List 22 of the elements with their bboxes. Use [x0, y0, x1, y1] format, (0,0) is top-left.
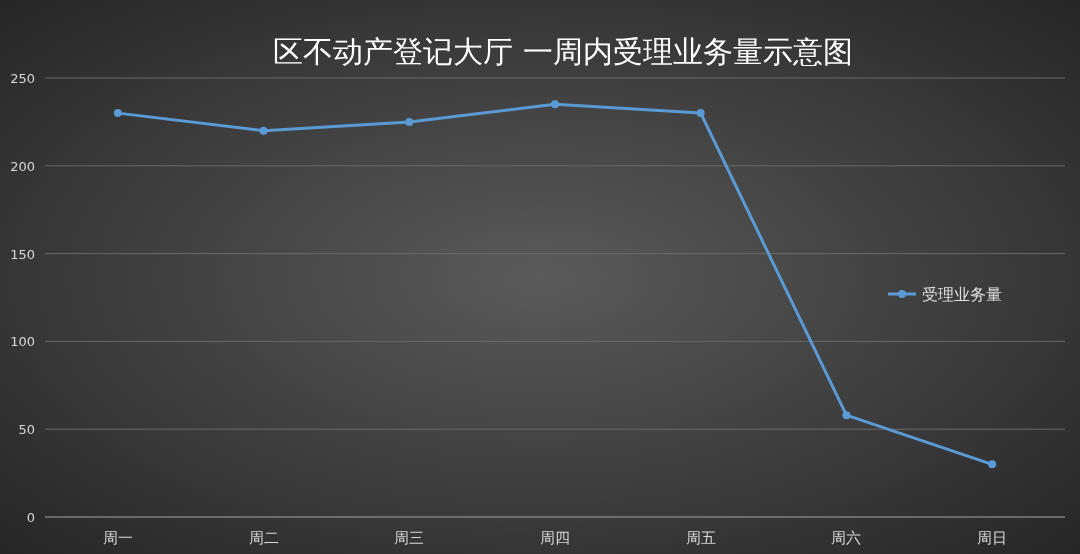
x-tick-label: 周三 [394, 529, 425, 547]
y-tick-label: 0 [26, 510, 35, 525]
legend-label: 受理业务量 [922, 285, 1002, 304]
y-tick-label: 250 [10, 71, 35, 86]
point [259, 126, 268, 135]
x-tick-label: 周六 [831, 529, 862, 547]
point [842, 411, 851, 420]
x-tick-label: 周五 [685, 529, 716, 547]
chart-title: 区不动产登记大厅 一周内受理业务量示意图 [273, 34, 853, 69]
y-tick-label: 200 [10, 158, 35, 174]
y-tick-label: 100 [10, 334, 35, 350]
x-tick-label: 周二 [248, 529, 279, 547]
point [551, 100, 559, 109]
point [696, 109, 705, 118]
y-tick-label: 50 [18, 422, 35, 438]
point [405, 117, 414, 126]
x-tick-label: 周一 [102, 529, 133, 547]
point [988, 460, 997, 469]
y-tick-label: 150 [10, 246, 35, 262]
x-tick-label: 周四 [540, 529, 570, 547]
point [113, 109, 122, 118]
x-tick-label: 周日 [977, 529, 1008, 547]
